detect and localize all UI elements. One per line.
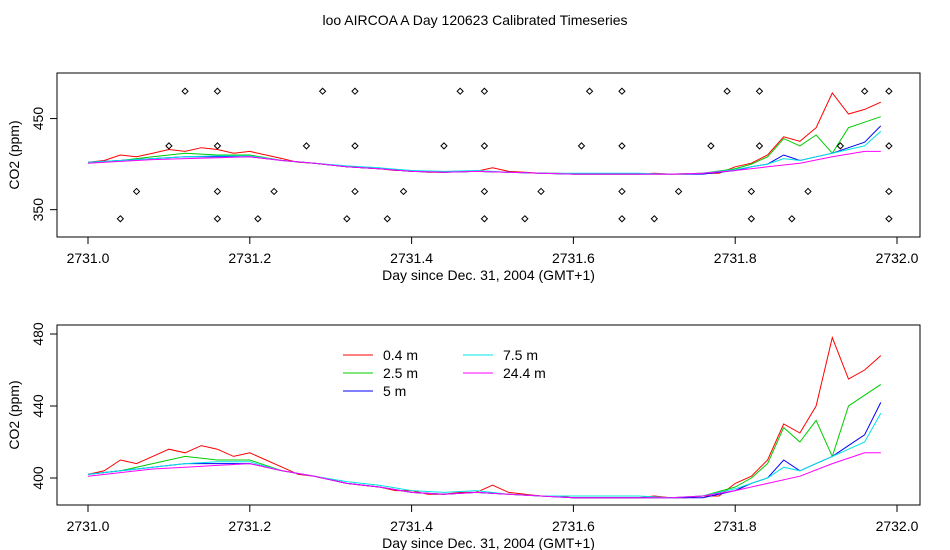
x-tick-label: 2731.2 [228,518,271,534]
y-axis-label: CO2 (ppm) [6,120,22,189]
diamond-marker [440,142,448,150]
diamond-marker [618,215,626,223]
diamond-marker [270,187,278,196]
diamond-marker [116,215,125,223]
y-tick-label: 480 [30,322,46,346]
diamond-marker [885,187,893,196]
diamond-marker [650,215,659,223]
series-group [87,92,882,175]
diamond-marker [885,87,893,95]
diamond-marker [213,87,222,95]
series-line-2-5-m [87,383,882,499]
diamond-marker [254,215,262,223]
diamond-marker [618,142,626,150]
diamond-marker [674,187,683,196]
diamond-marker [755,142,764,150]
diamond-marker [804,187,812,196]
x-tick-label: 2732.0 [876,250,919,266]
diamond-marker [480,187,489,196]
diamond-marker [343,215,351,223]
diamond-marker [351,87,359,95]
series-group [87,335,882,499]
x-tick-label: 2731.6 [552,518,595,534]
diamond-marker [165,142,173,150]
diamond-marker [213,142,222,150]
diamond-marker [351,142,359,150]
diamond-marker [383,215,392,223]
y-tick-label: 400 [30,466,46,490]
diamond-marker [788,215,796,223]
diamond-marker [480,87,489,95]
series-line-2 [87,125,882,175]
series-line-0 [87,92,882,175]
diamond-marker [521,215,529,223]
diamond-marker [302,142,311,150]
diamond-marker [585,87,594,95]
diamond-marker [318,87,327,95]
diamond-marker [860,87,869,95]
x-tick-label: 2731.2 [228,250,271,266]
series-line-24-4-m [87,452,881,499]
diamond-marker [836,142,845,150]
y-tick-label: 450 [30,107,46,131]
legend-label: 2.5 m [383,365,418,381]
legend-label: 24.4 m [503,365,546,381]
diamond-marker [618,87,626,95]
x-tick-label: 2731.0 [67,518,110,534]
diamond-marker [577,142,586,150]
x-tick-label: 2731.6 [552,250,595,266]
x-axis-label: Day since Dec. 31, 2004 (GMT+1) [382,535,595,550]
diamond-marker [885,215,893,223]
x-tick-label: 2731.4 [390,518,433,534]
diamond-marker [723,87,731,95]
top-panel: 2731.0 2731.2 2731.4 2731.6 2731.8 2732.0 350 4… [6,72,921,283]
diamond-marker [618,187,626,196]
diamond-marker [747,215,756,223]
diamond-marker [181,87,189,95]
y-tick-label: 350 [30,198,46,222]
x-tick-label: 2731.0 [67,250,110,266]
legend-label: 7.5 m [503,347,538,363]
diamond-marker [747,187,756,196]
diamond-marker [132,187,141,196]
diamond-marker [213,187,222,196]
diamond-marker [885,142,893,150]
diamond-marker [537,187,545,196]
diamond-marker [480,142,489,150]
legend-label: 5 m [383,383,406,399]
diamond-marker [351,187,359,196]
x-tick-label: 2731.8 [714,250,757,266]
diamond-marker [213,215,222,223]
plot-frame [56,324,921,506]
series-line-7-5-m [87,412,882,499]
diamond-marker [399,187,408,196]
diamond-marker [755,87,764,95]
plot-frame [56,72,921,238]
y-tick-label: 440 [30,394,46,418]
chart-title: loo AIRCOA A Day 120623 Calibrated Times… [322,12,627,28]
diamond-marker [480,215,489,223]
x-axis-label: Day since Dec. 31, 2004 (GMT+1) [382,267,595,283]
bottom-panel: 2731.0 2731.2 2731.4 2731.6 2731.8 2732.0 400 4… [6,322,921,550]
series-line-5-m [87,402,882,499]
diamond-marker [707,142,715,150]
series-line-4 [87,150,881,175]
x-tick-label: 2731.8 [714,518,757,534]
series-line-0-4-m [87,335,882,499]
legend-label: 0.4 m [383,347,418,363]
diamond-marker [456,87,464,95]
x-tick-label: 2731.4 [390,250,433,266]
y-axis-label: CO2 (ppm) [6,380,22,449]
x-tick-label: 2732.0 [876,518,919,534]
